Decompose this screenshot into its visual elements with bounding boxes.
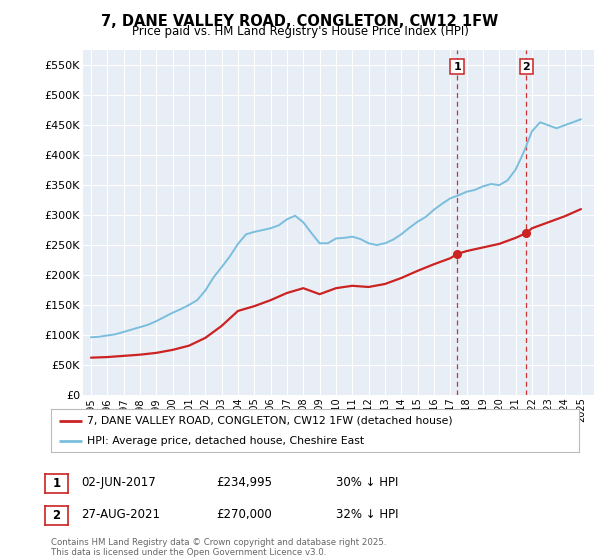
Text: 7, DANE VALLEY ROAD, CONGLETON, CW12 1FW: 7, DANE VALLEY ROAD, CONGLETON, CW12 1FW	[101, 14, 499, 29]
Text: 32% ↓ HPI: 32% ↓ HPI	[336, 507, 398, 521]
Text: HPI: Average price, detached house, Cheshire East: HPI: Average price, detached house, Ches…	[87, 436, 364, 446]
Text: 30% ↓ HPI: 30% ↓ HPI	[336, 476, 398, 489]
Text: 2: 2	[523, 62, 530, 72]
Text: 02-JUN-2017: 02-JUN-2017	[81, 476, 156, 489]
Text: 1: 1	[52, 477, 61, 491]
Text: 1: 1	[453, 62, 461, 72]
Text: 7, DANE VALLEY ROAD, CONGLETON, CW12 1FW (detached house): 7, DANE VALLEY ROAD, CONGLETON, CW12 1FW…	[87, 416, 452, 426]
Text: Price paid vs. HM Land Registry's House Price Index (HPI): Price paid vs. HM Land Registry's House …	[131, 25, 469, 38]
Text: £234,995: £234,995	[216, 476, 272, 489]
Text: £270,000: £270,000	[216, 507, 272, 521]
Text: 2: 2	[52, 508, 61, 522]
Text: Contains HM Land Registry data © Crown copyright and database right 2025.
This d: Contains HM Land Registry data © Crown c…	[51, 538, 386, 557]
Text: 27-AUG-2021: 27-AUG-2021	[81, 507, 160, 521]
